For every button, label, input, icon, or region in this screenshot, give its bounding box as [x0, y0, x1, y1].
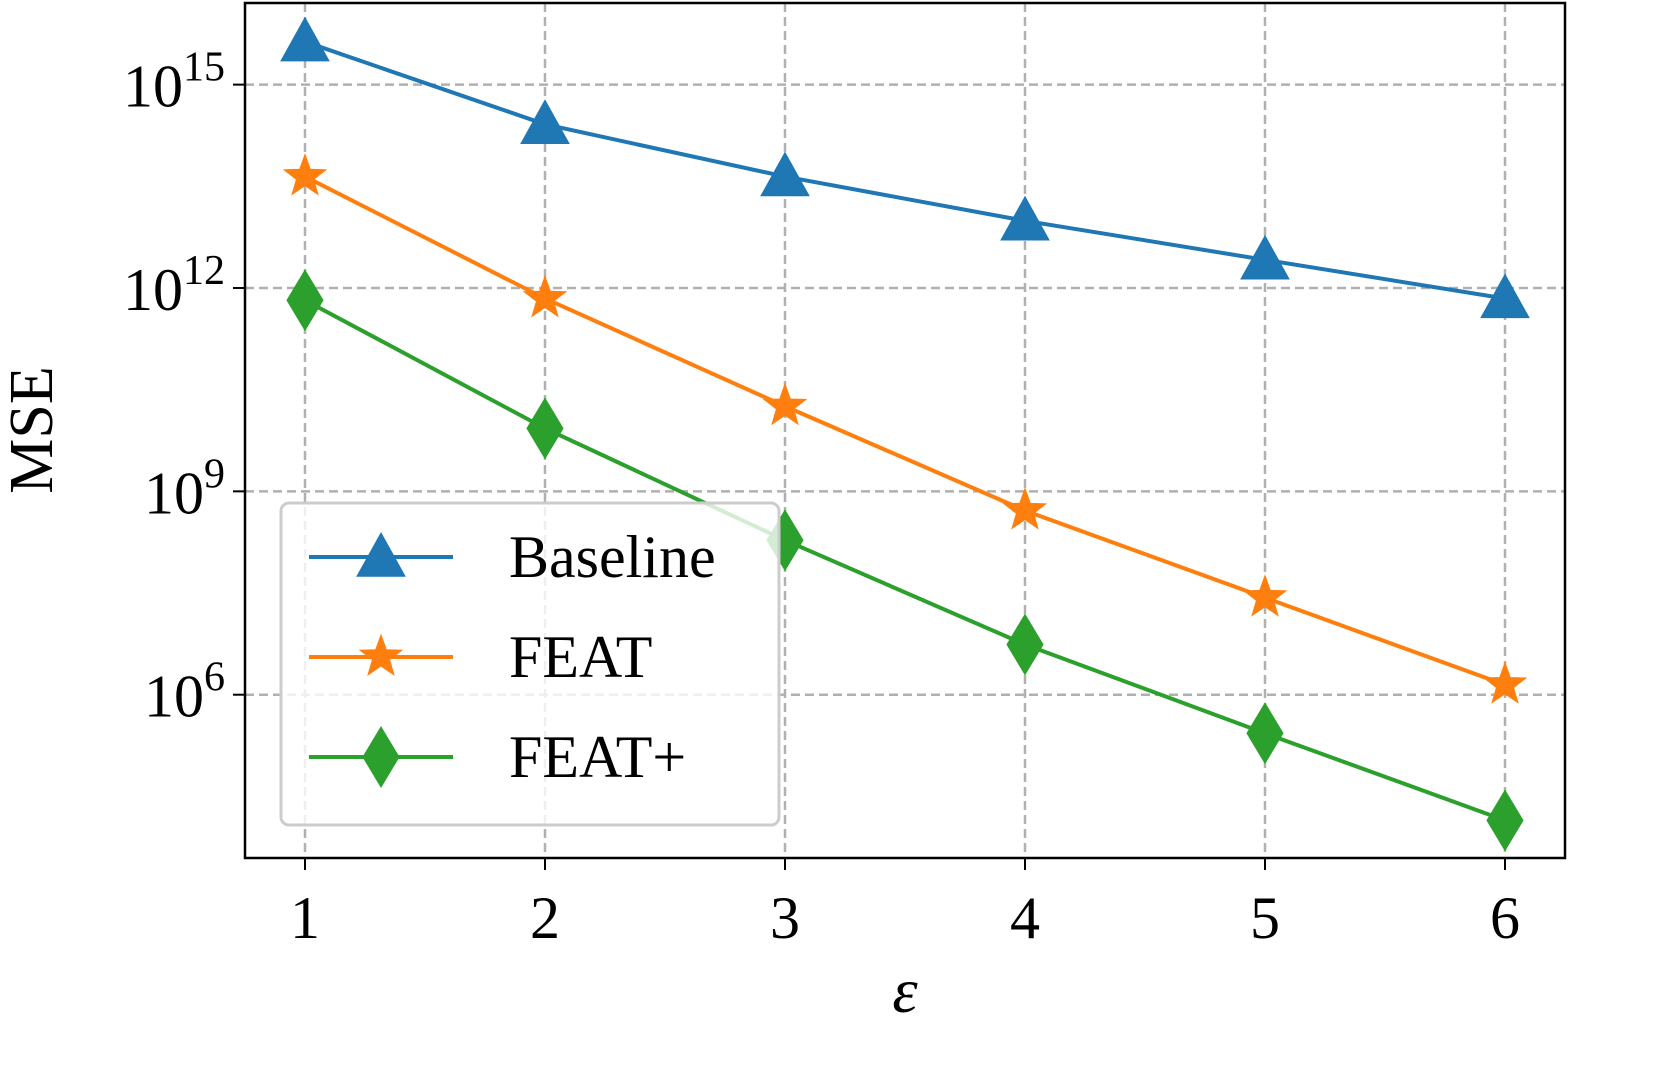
- marker: [1240, 234, 1290, 280]
- y-tick-label: 1012: [123, 248, 225, 323]
- x-tick-label: 2: [530, 885, 560, 951]
- marker: [1006, 613, 1044, 676]
- x-tick-label: 5: [1250, 885, 1280, 951]
- series-line: [304, 39, 1506, 301]
- series-line: [304, 298, 1506, 823]
- legend-label: Baseline: [509, 524, 716, 590]
- marker: [286, 269, 324, 332]
- y-tick-label: 106: [144, 655, 225, 730]
- x-tick-label: 3: [770, 885, 800, 951]
- marker: [362, 726, 400, 788]
- marker: [1246, 702, 1284, 765]
- marker: [520, 99, 570, 144]
- marker: [280, 16, 330, 62]
- marker: [1482, 661, 1528, 704]
- marker: [760, 151, 810, 197]
- series-line: [304, 174, 1506, 687]
- marker: [762, 382, 808, 426]
- x-tick-label: 4: [1010, 885, 1040, 951]
- y-tick-label: 109: [144, 451, 225, 526]
- marker: [356, 531, 406, 577]
- marker: [1000, 195, 1050, 241]
- marker: [1486, 789, 1524, 852]
- y-axis-label: MSE: [0, 366, 66, 493]
- marker: [1242, 574, 1288, 617]
- marker: [1480, 273, 1530, 319]
- plot-frame: [243, 1, 1567, 860]
- x-tick-label: 6: [1490, 885, 1520, 951]
- marker: [522, 275, 568, 318]
- x-axis-label: ε: [892, 955, 918, 1026]
- legend-box: [279, 501, 781, 827]
- x-tick-label: 1: [290, 885, 320, 951]
- y-tick-label: 1015: [123, 45, 225, 120]
- marker: [282, 153, 328, 196]
- marker: [1002, 487, 1048, 530]
- marker: [358, 633, 404, 676]
- legend-label: FEAT: [509, 624, 652, 690]
- marker: [526, 397, 564, 460]
- legend-label: FEAT+: [509, 724, 686, 790]
